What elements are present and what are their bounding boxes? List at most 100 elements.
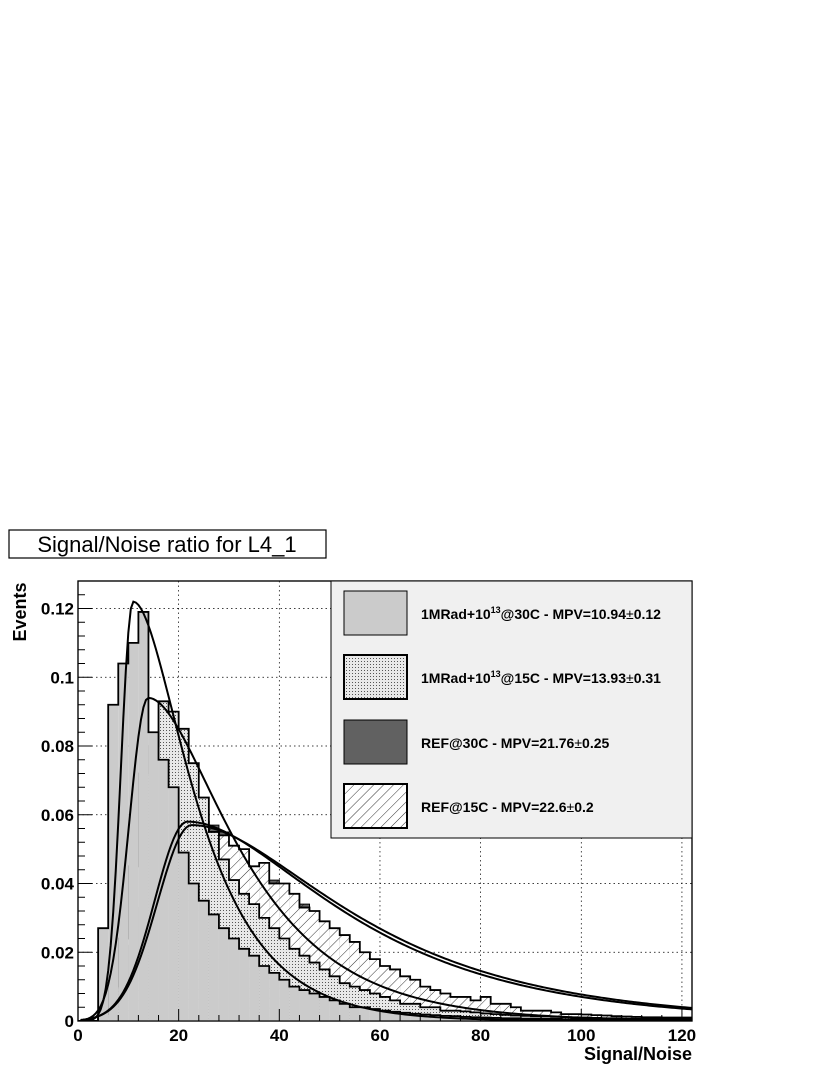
- x-axis-label: Signal/Noise: [584, 1044, 692, 1064]
- bar: [228, 938, 240, 1021]
- y-tick-label: 0.04: [41, 875, 75, 894]
- bar-hatch: [430, 990, 441, 1021]
- svg-text:1MRad+1013@30C - MPV=10.94±0.1: 1MRad+1013@30C - MPV=10.94±0.12: [421, 605, 661, 622]
- bar: [400, 1012, 411, 1021]
- legend-label-mpv: 13.93: [591, 670, 626, 686]
- y-axis-label: Events: [10, 582, 30, 641]
- fit-curve: [80, 820, 692, 1021]
- bar-hatch: [470, 1000, 481, 1021]
- y-tick-label: 0.12: [41, 600, 74, 619]
- bar: [259, 966, 270, 1021]
- legend-swatch-1mrad-30c: [343, 590, 408, 636]
- legend-swatch-1mrad-15c: [343, 654, 408, 700]
- legend-entry-ref-30c: REF@30C - MPV=21.76±0.25: [343, 719, 609, 765]
- x-tick-label: 80: [471, 1026, 490, 1045]
- legend: 1MRad+1013@30C - MPV=10.94±0.12 1MRad+10…: [330, 580, 693, 839]
- legend-label-sup: 13: [491, 605, 501, 615]
- chart-title: Signal/Noise ratio for L4_1: [37, 532, 296, 557]
- bar: [218, 928, 229, 1021]
- legend-label-pm: ±: [567, 799, 575, 815]
- bar: [128, 642, 139, 1021]
- x-tick-label: 40: [270, 1026, 289, 1045]
- legend-label-sup: 13: [491, 669, 501, 679]
- legend-label-pm: ±: [574, 735, 582, 751]
- y-tick-label: 0.08: [41, 737, 74, 756]
- legend-label-err: 0.25: [582, 735, 609, 751]
- bar-dots: [299, 955, 310, 1021]
- legend-label-prefix: REF@15C - MPV=: [421, 799, 539, 815]
- legend-entry-ref-15c: REF@15C - MPV=22.6±0.2: [343, 783, 594, 829]
- bar-hatch: [420, 986, 431, 1021]
- y-tick-label: 0.02: [41, 943, 74, 962]
- legend-label-prefix: REF@30C - MPV=: [421, 735, 539, 751]
- bar: [118, 663, 129, 1021]
- bar: [319, 996, 330, 1021]
- legend-swatch-ref-30c: [343, 719, 408, 765]
- bar-hatch: [410, 979, 421, 1021]
- x-tick-label: 60: [371, 1026, 390, 1045]
- histogram-bars: [78, 611, 692, 1021]
- bar-dots: [390, 1000, 401, 1021]
- title-box: Signal/Noise ratio for L4_1: [8, 529, 327, 559]
- x-tick-label: 120: [668, 1026, 696, 1045]
- bar: [349, 1007, 360, 1021]
- legend-label-pm: ±: [626, 606, 634, 622]
- bar: [208, 914, 219, 1021]
- bar: [168, 787, 179, 1021]
- bar: [108, 704, 119, 1021]
- legend-label-err: 0.31: [634, 670, 661, 686]
- bar: [339, 1003, 350, 1021]
- bar-dots: [359, 990, 370, 1021]
- legend-entry-1mrad-30c: 1MRad+1013@30C - MPV=10.94±0.12: [343, 590, 661, 636]
- bar: [299, 990, 310, 1021]
- legend-label-pm: ±: [626, 670, 634, 686]
- bar: [289, 986, 300, 1021]
- bar-hatch: [379, 966, 391, 1021]
- fit-curve: [80, 824, 692, 1021]
- bar-hatch: [440, 993, 451, 1021]
- bar-dots: [289, 948, 300, 1021]
- bar: [359, 1007, 370, 1021]
- bar-hatch: [390, 969, 401, 1021]
- bar: [98, 928, 109, 1021]
- bar: [410, 1013, 421, 1021]
- bar: [198, 900, 209, 1021]
- bar-hatch: [329, 928, 340, 1021]
- bar-hatch: [480, 996, 491, 1021]
- bar-dots: [349, 986, 360, 1021]
- bar: [188, 883, 199, 1021]
- x-tick-label: 0: [73, 1026, 82, 1045]
- legend-label-suffix: @15C - MPV=: [501, 670, 591, 686]
- legend-swatch-ref-15c: [343, 783, 408, 829]
- y-tick-label: 0.06: [41, 806, 74, 825]
- bar: [390, 1011, 401, 1021]
- bar: [178, 852, 189, 1021]
- bar: [239, 948, 250, 1021]
- legend-label-prefix: 1MRad+10: [421, 670, 491, 686]
- axes: 0 20 40 60 80 100 120 0 0.02 0.04 0.06 0.08 0.1 0.12: [41, 580, 696, 1045]
- bar-dots: [410, 1003, 421, 1021]
- svg-text:1MRad+1013@15C - MPV=13.93±0.3: 1MRad+1013@15C - MPV=13.93±0.31: [421, 669, 661, 686]
- bar-hatch: [339, 935, 350, 1021]
- bar-hatch: [450, 996, 461, 1021]
- y-tick-label: 0.1: [50, 668, 74, 687]
- bar-hatch: [369, 959, 380, 1021]
- y-tick-label: 0: [65, 1012, 74, 1031]
- bar: [329, 1000, 340, 1021]
- bar: [158, 759, 169, 1021]
- bar-dots: [379, 996, 391, 1021]
- svg-text:REF@30C - MPV=21.76±0.25: REF@30C - MPV=21.76±0.25: [421, 735, 609, 751]
- bar-hatch: [359, 952, 370, 1021]
- bar-hatch: [400, 976, 411, 1021]
- legend-label-err: 0.2: [574, 799, 594, 815]
- legend-label-mpv: 10.94: [591, 606, 626, 622]
- legend-label-mpv: 21.76: [539, 735, 574, 751]
- bar: [369, 1008, 380, 1021]
- bar: [138, 611, 149, 1021]
- bar-dots: [369, 993, 380, 1021]
- legend-label-mpv: 22.6: [539, 799, 566, 815]
- bar: [420, 1014, 431, 1021]
- legend-label-prefix: 1MRad+10: [421, 606, 491, 622]
